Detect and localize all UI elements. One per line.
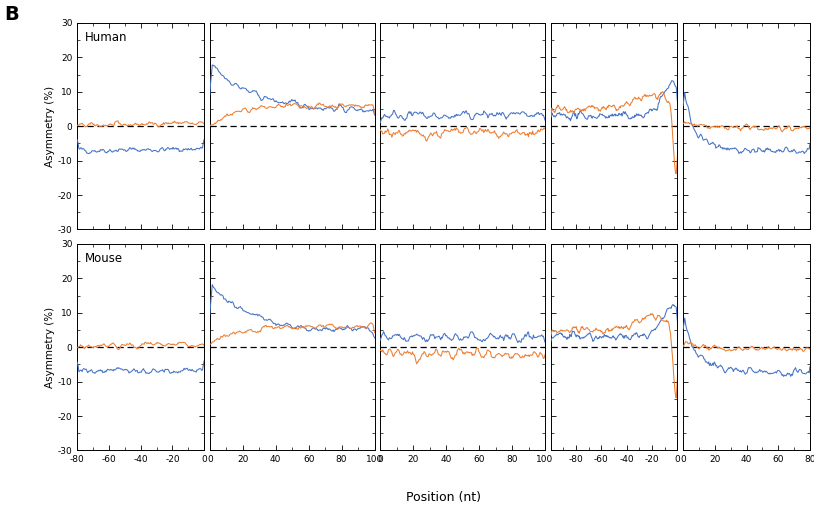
Text: Position (nt): Position (nt) [406,491,481,504]
Text: Human: Human [85,31,128,44]
Text: Mouse: Mouse [85,252,123,265]
Text: B: B [4,5,19,24]
Y-axis label: Asymmetry (%): Asymmetry (%) [45,86,55,167]
Y-axis label: Asymmetry (%): Asymmetry (%) [45,306,55,388]
